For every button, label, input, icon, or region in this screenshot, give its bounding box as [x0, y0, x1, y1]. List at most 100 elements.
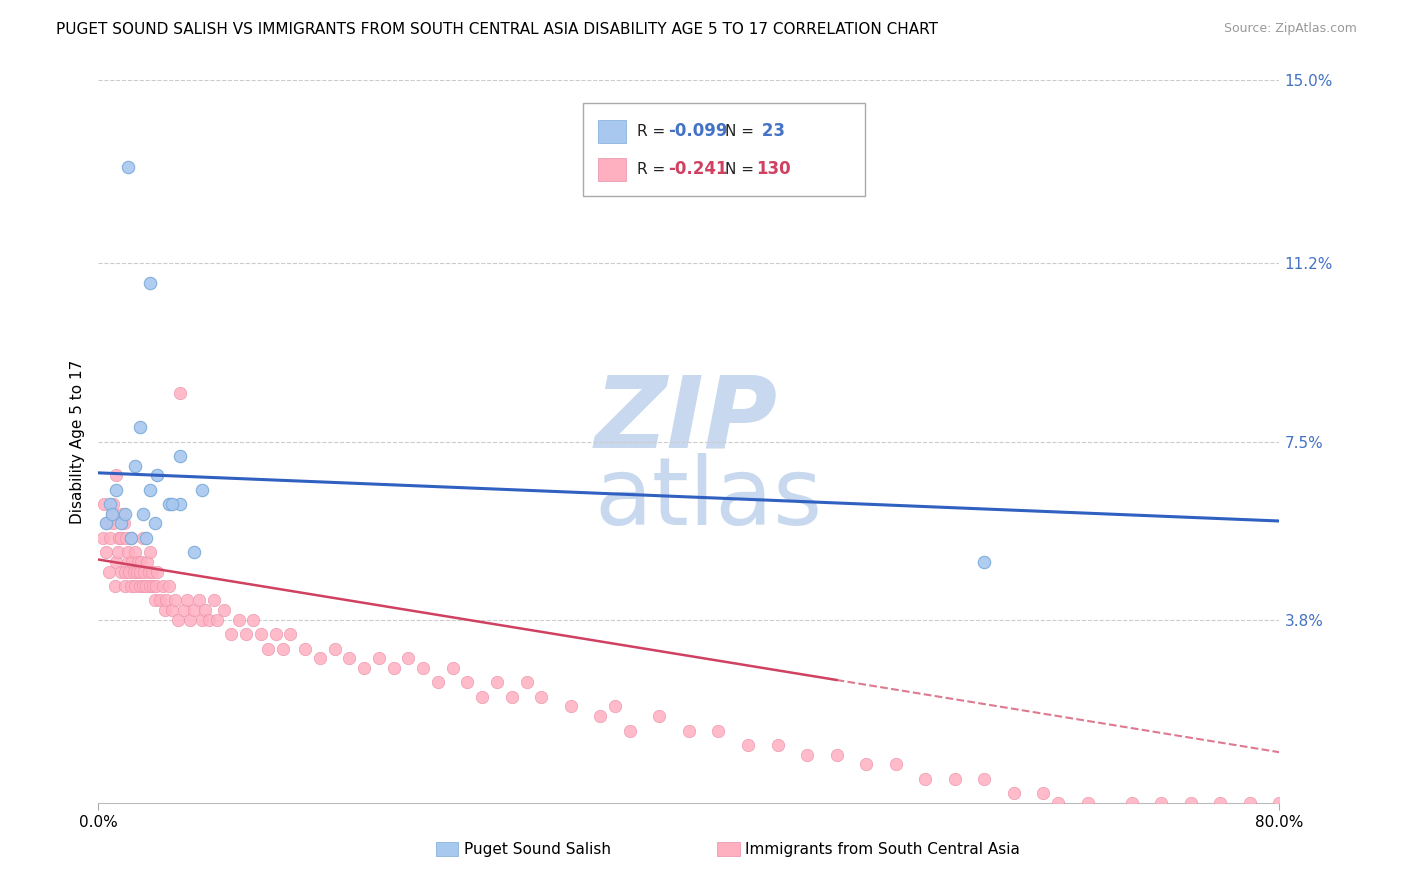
- Point: [914, 772, 936, 786]
- Point: [1180, 796, 1202, 810]
- Point: [117, 545, 139, 559]
- Point: [110, 531, 132, 545]
- Point: [737, 738, 759, 752]
- Point: [943, 772, 966, 786]
- Point: [1077, 796, 1099, 810]
- Point: [111, 507, 134, 521]
- Point: [825, 747, 848, 762]
- Point: [129, 555, 152, 569]
- Point: [124, 579, 146, 593]
- Text: Source: ZipAtlas.com: Source: ZipAtlas.com: [1223, 22, 1357, 36]
- Point: [103, 497, 125, 511]
- Point: [398, 651, 420, 665]
- Point: [105, 555, 128, 569]
- Point: [678, 723, 700, 738]
- Point: [530, 690, 553, 704]
- Point: [169, 449, 191, 463]
- Point: [91, 531, 114, 545]
- Point: [100, 507, 122, 521]
- Point: [183, 603, 205, 617]
- Point: [1002, 786, 1025, 800]
- Point: [114, 579, 136, 593]
- Text: N =: N =: [725, 162, 759, 177]
- Point: [105, 483, 128, 497]
- Point: [120, 579, 142, 593]
- Point: [139, 276, 162, 290]
- Point: [294, 641, 316, 656]
- Point: [1268, 796, 1291, 810]
- Point: [141, 565, 163, 579]
- Text: ZIP: ZIP: [595, 371, 778, 468]
- Point: [973, 555, 995, 569]
- Point: [98, 497, 121, 511]
- Point: [132, 531, 155, 545]
- Point: [146, 468, 169, 483]
- Point: [128, 565, 150, 579]
- Point: [114, 565, 136, 579]
- Point: [134, 565, 156, 579]
- Point: [191, 613, 214, 627]
- Point: [884, 757, 907, 772]
- Y-axis label: Disability Age 5 to 17: Disability Age 5 to 17: [69, 359, 84, 524]
- Point: [105, 468, 128, 483]
- Point: [257, 641, 280, 656]
- Point: [250, 627, 273, 641]
- Point: [132, 507, 155, 521]
- Point: [1032, 786, 1054, 800]
- Point: [1239, 796, 1261, 810]
- Point: [155, 593, 177, 607]
- Point: [457, 675, 479, 690]
- Point: [501, 690, 523, 704]
- Point: [1386, 796, 1406, 810]
- Point: [169, 497, 191, 511]
- Point: [309, 651, 332, 665]
- Point: [121, 555, 143, 569]
- Point: [228, 613, 250, 627]
- Point: [103, 516, 125, 531]
- Point: [94, 516, 117, 531]
- Point: [1047, 796, 1070, 810]
- Point: [136, 555, 159, 569]
- Point: [471, 690, 494, 704]
- Point: [242, 613, 264, 627]
- Point: [368, 651, 391, 665]
- Text: Immigrants from South Central Asia: Immigrants from South Central Asia: [745, 842, 1021, 856]
- Point: [145, 579, 167, 593]
- Point: [221, 627, 243, 641]
- Point: [973, 772, 995, 786]
- Point: [124, 458, 146, 473]
- Point: [1121, 796, 1143, 810]
- Point: [110, 565, 132, 579]
- Point: [149, 593, 172, 607]
- Point: [107, 545, 129, 559]
- Point: [94, 545, 117, 559]
- Point: [93, 497, 115, 511]
- Point: [191, 483, 214, 497]
- Text: R =: R =: [637, 162, 671, 177]
- Point: [589, 709, 612, 723]
- Text: 23: 23: [756, 122, 786, 140]
- Point: [114, 507, 136, 521]
- Point: [157, 579, 180, 593]
- Point: [152, 579, 174, 593]
- Text: N =: N =: [725, 124, 759, 138]
- Point: [1209, 796, 1232, 810]
- Point: [115, 531, 138, 545]
- Point: [1327, 796, 1350, 810]
- Text: atlas: atlas: [595, 453, 823, 545]
- Point: [162, 497, 183, 511]
- Point: [139, 545, 162, 559]
- Point: [135, 531, 157, 545]
- Point: [128, 579, 150, 593]
- Point: [139, 483, 162, 497]
- Text: 130: 130: [756, 161, 792, 178]
- Point: [135, 579, 157, 593]
- Point: [202, 593, 225, 607]
- Point: [167, 613, 190, 627]
- Point: [98, 531, 121, 545]
- Point: [605, 699, 627, 714]
- Text: R =: R =: [637, 124, 671, 138]
- Point: [132, 579, 155, 593]
- Point: [124, 545, 146, 559]
- Point: [153, 603, 176, 617]
